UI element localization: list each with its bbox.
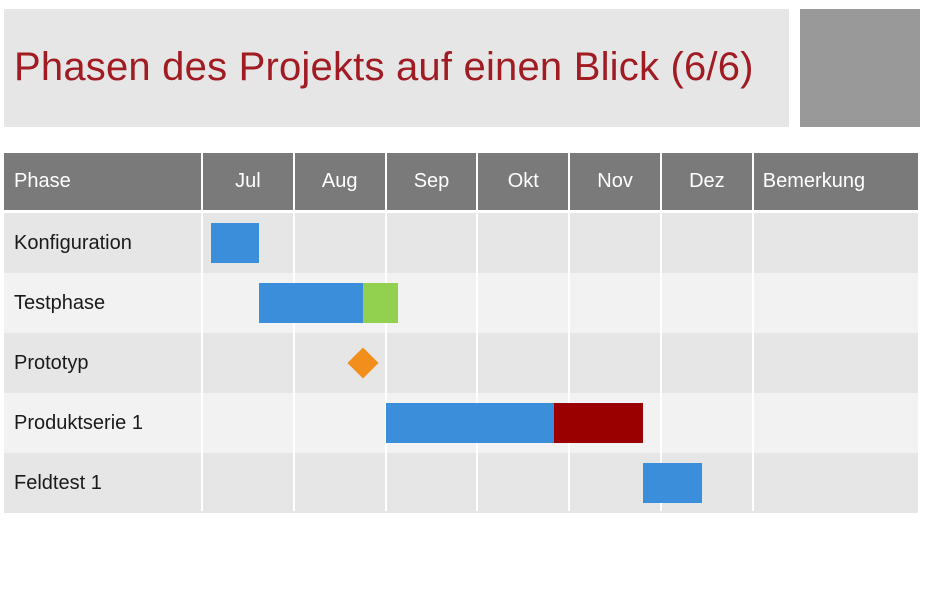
gantt-bar-plan [211,223,259,263]
row-label: Prototyp [14,352,89,374]
gantt-bar-buffer [362,283,398,323]
title-bar: Phasen des Projekts auf einen Blick (6/6… [4,9,789,127]
gantt-bar-extension [553,403,643,443]
grid-line [201,153,203,511]
row-label: Produktserie 1 [14,412,143,434]
gantt-chart: Phase Jul Aug Sep Okt Nov Dez Bemerkung Konfigur… [4,153,918,513]
grid-line [384,153,387,511]
gantt-bar-plan [258,283,363,323]
grid-line [568,153,571,511]
header-okt: Okt [477,153,570,210]
header-sep: Sep [385,153,478,210]
header-jul: Jul [202,153,294,210]
gantt-bar-plan [385,403,554,443]
header-phase: Phase [4,153,202,210]
title-decoration-box [800,9,920,127]
gantt-bar-plan [642,463,703,503]
grid-line [660,153,662,511]
gantt-row: Feldtest 1 [4,453,918,513]
header-nov: Nov [569,153,661,210]
gantt-row: Prototyp [4,333,918,393]
header-aug: Aug [293,153,386,210]
row-label: Feldtest 1 [14,472,102,494]
header-bemerkung: Bemerkung [752,153,918,210]
grid-line [292,153,295,511]
gantt-row: Konfiguration [4,213,918,273]
header-dez: Dez [661,153,753,210]
grid-line [476,153,479,511]
row-label: Konfiguration [14,232,132,254]
page-title: Phasen des Projekts auf einen Blick (6/6… [14,45,754,89]
row-label: Testphase [14,292,106,314]
grid-line [751,153,754,511]
gantt-row: Testphase [4,273,918,333]
